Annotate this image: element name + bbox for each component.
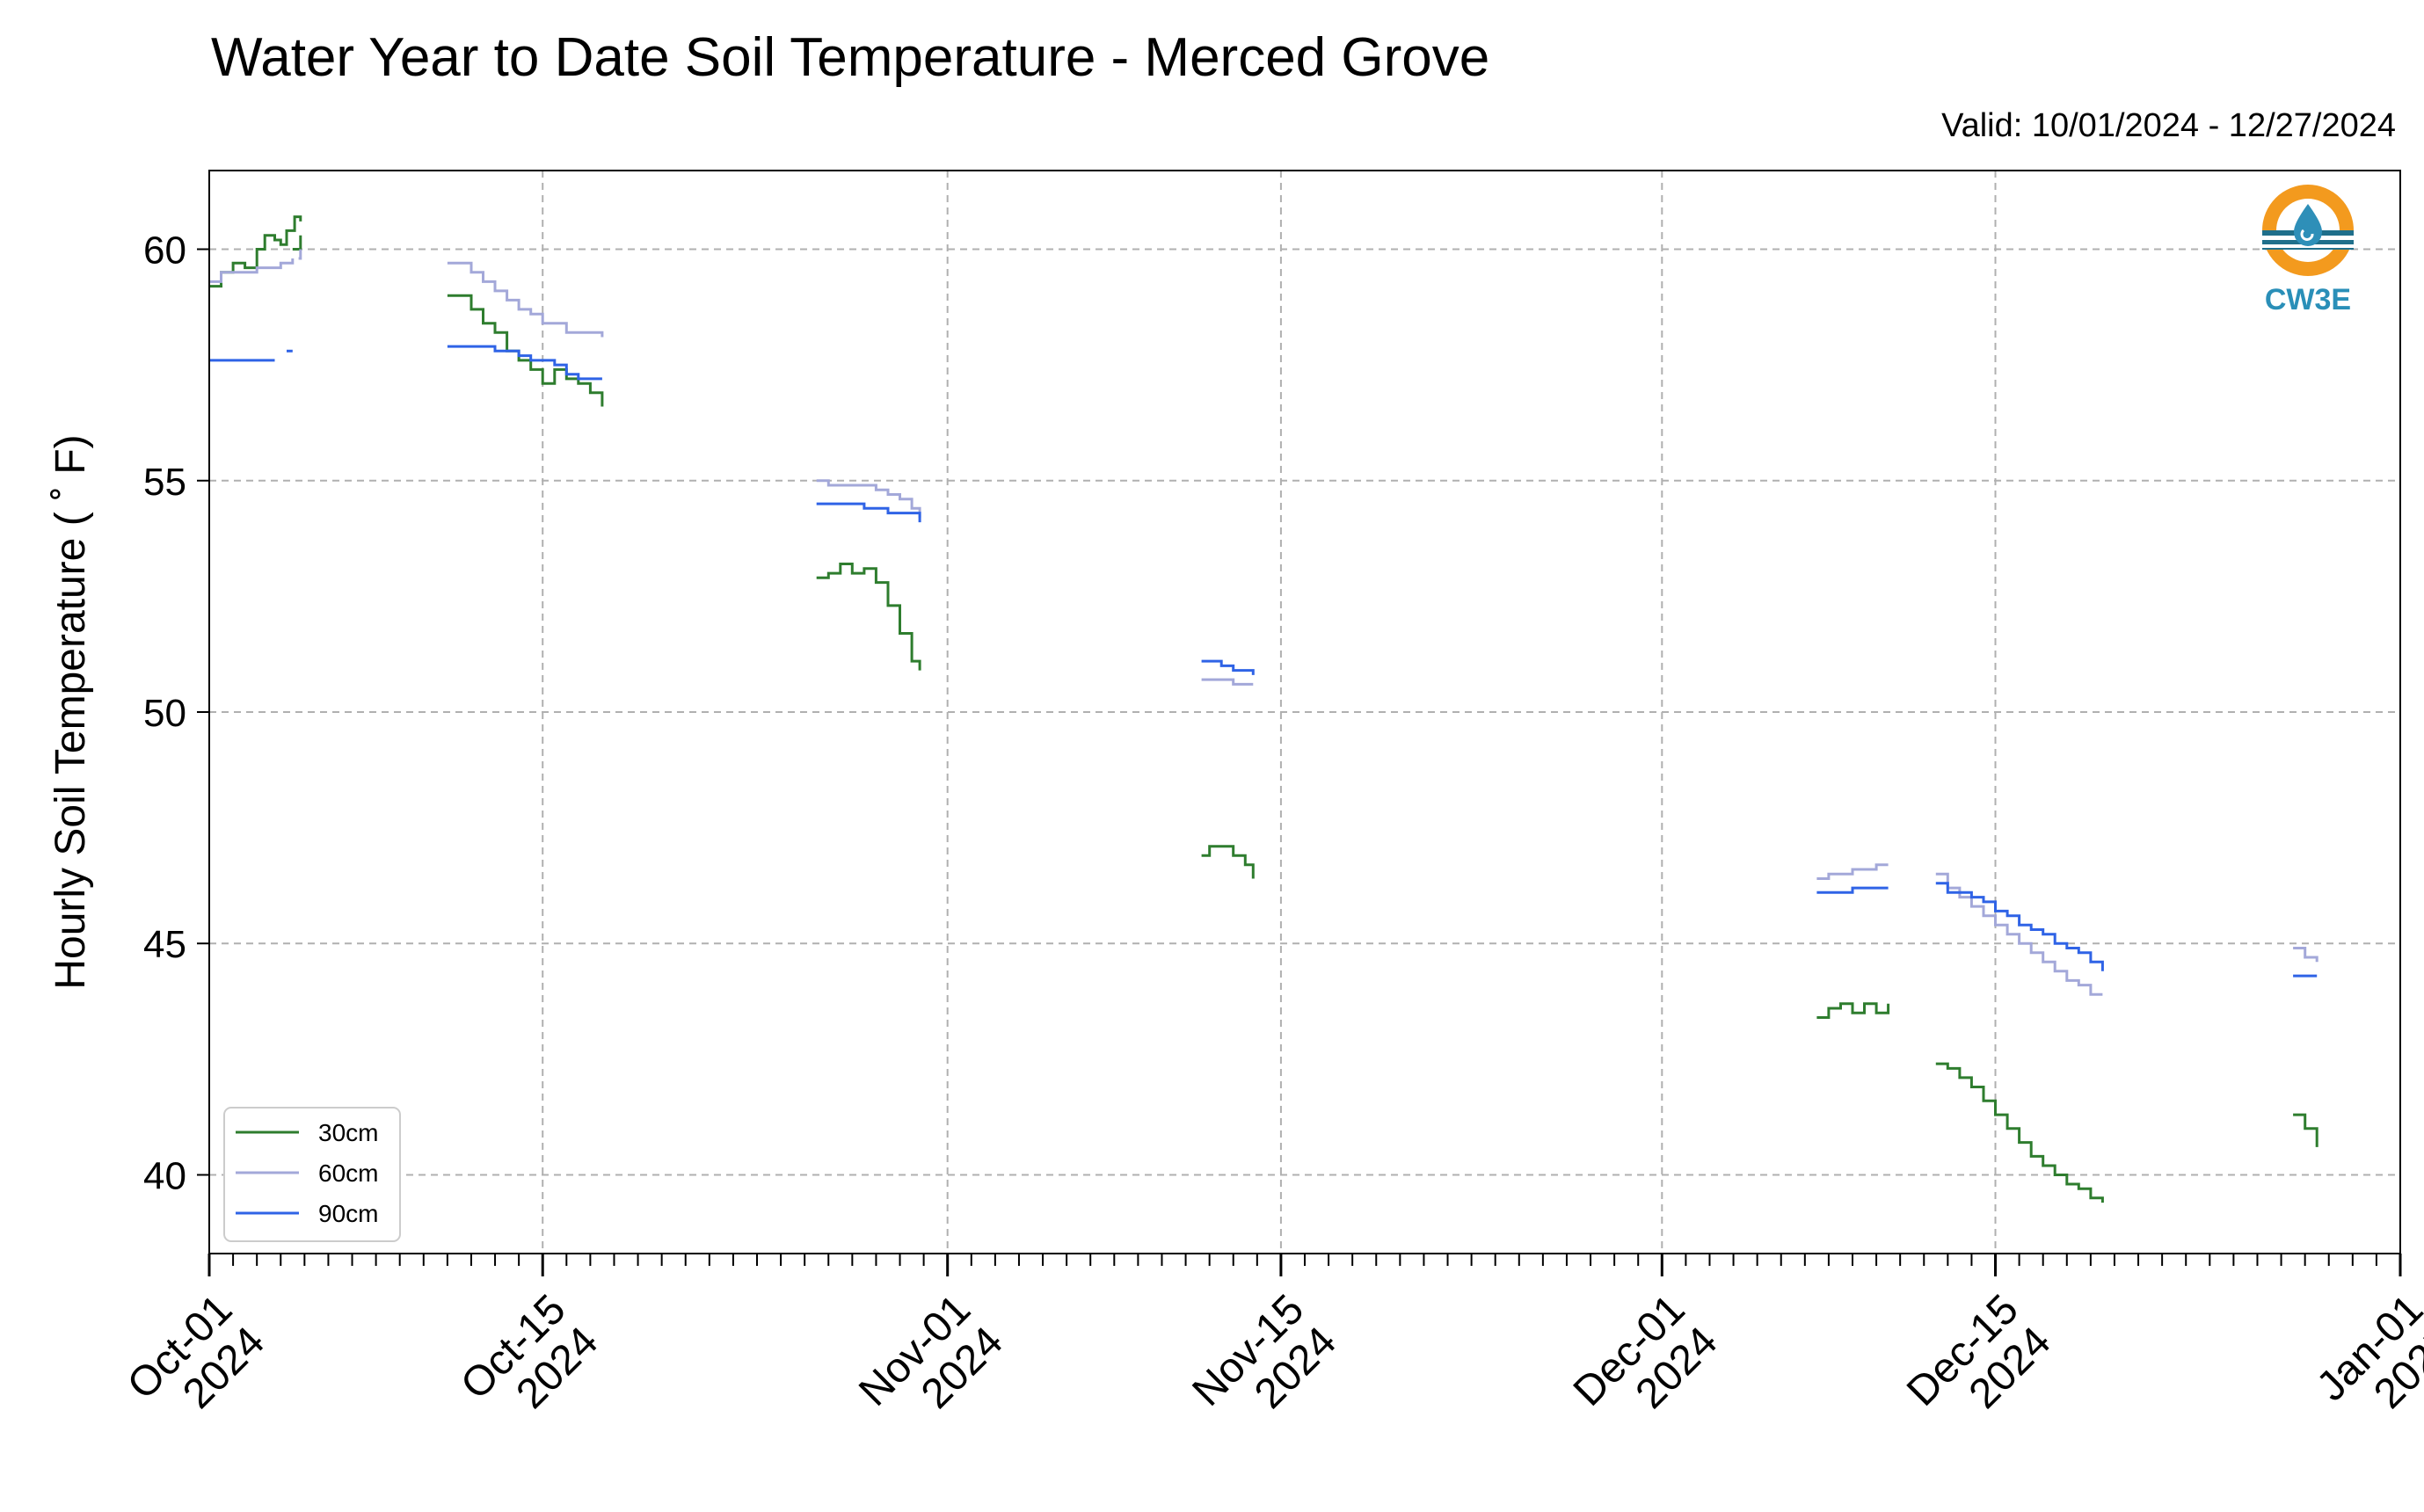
logo-text: CW3E [2265,283,2351,316]
series-30cm-line [292,235,302,251]
y-tick-label: 60 [143,229,186,273]
legend-label: 90cm [318,1200,378,1227]
series-90cm-line [816,502,921,523]
series-60cm-line [1816,863,1889,880]
legend-box [223,1107,401,1242]
series-90cm-line [1935,882,2104,971]
series-30cm-line [816,563,921,671]
series-30cm-line [2293,1113,2318,1147]
grid-lines [208,171,2401,1254]
series-60cm-line [447,261,604,338]
axis-ticks [197,248,2402,1276]
series-30cm-line [1935,1062,2104,1203]
series-90cm-line [1816,886,1889,894]
series-90cm-line [447,345,602,381]
series-30cm-line [209,215,302,288]
legend: 30cm 60cm 90cm [223,1107,401,1242]
logo-drop-swirl [2300,229,2314,241]
y-tick-label: 40 [143,1154,186,1197]
y-tick-label: 50 [143,692,186,735]
legend-label: 60cm [318,1159,378,1187]
legend-label: 30cm [318,1119,378,1146]
series-60cm-line [298,249,302,260]
series-30cm-line [1816,1002,1890,1019]
series-60cm-line [2293,947,2318,963]
valid-date-range: Valid: 10/01/2024 - 12/27/2024 [1941,107,2396,144]
series-30cm-line [1201,845,1255,879]
series-60cm-line [816,479,921,518]
cw3e-logo: CW3E [2262,185,2354,316]
series-30cm-line [447,294,604,407]
series-lines [209,215,2318,1203]
series-60cm-line [1935,872,2103,996]
series-60cm-line [1201,678,1254,686]
y-tick-labels: 40 45 50 55 60 [143,229,186,1198]
chart-title: Water Year to Date Soil Temperature - Me… [211,27,1490,88]
series-90cm-line [1201,659,1255,675]
y-tick-label: 55 [143,461,186,504]
y-tick-label: 45 [143,923,186,966]
series-60cm-line [209,258,295,283]
y-axis-label: Hourly Soil Temperature ( ˚ F) [47,434,94,989]
